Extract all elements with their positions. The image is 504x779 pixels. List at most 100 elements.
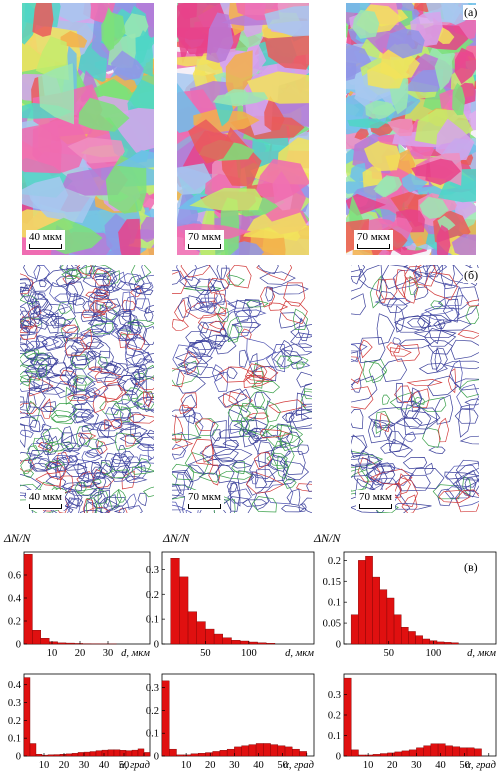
x-tick-label: 40: [435, 760, 446, 771]
y-tick-label: 0.6: [8, 571, 21, 582]
histogram-bar: [379, 589, 388, 645]
y-tick-label: 0.1: [328, 731, 341, 742]
histogram-bar: [83, 751, 91, 757]
histogram-bar: [248, 744, 257, 757]
x-axis-label: d, мкм: [121, 648, 150, 659]
x-tick-label: 30: [411, 760, 422, 771]
scale-bar-line: [29, 504, 63, 509]
histogram-bar: [107, 749, 115, 757]
y-tick-label: 0: [154, 752, 159, 763]
histogram-bar: [443, 642, 452, 645]
x-tick-label: 100: [241, 648, 257, 659]
y-tick-label: 0.2: [328, 556, 341, 567]
histogram-bar: [351, 749, 359, 757]
histogram-bar: [95, 750, 103, 757]
histogram-bar: [408, 749, 417, 757]
histogram-bar: [270, 744, 279, 757]
grain-boundary-map-1: [20, 265, 154, 513]
histogram-grain-size-2: 0 0.1 0.2 0.3 50 100 d, мкм: [146, 548, 320, 666]
x-tick-label: 20: [387, 760, 398, 771]
histogram-bar: [131, 749, 139, 757]
x-tick-label: 30: [103, 648, 114, 659]
histogram-bar: [430, 743, 439, 757]
plot-frame: [343, 673, 497, 757]
scale-bar-a2: 70 мкм: [185, 230, 225, 250]
histogram-misorientation-2: 0 0.1 0.2 0.3 10 20 30 40 50 α, град: [146, 670, 320, 778]
histogram-bar: [196, 621, 206, 645]
y-tick-label: 0: [336, 752, 341, 763]
histogram-bar: [187, 611, 197, 645]
histogram-bar: [466, 747, 475, 757]
x-tick-label: 10: [39, 760, 50, 771]
histogram-bar: [343, 677, 352, 757]
histogram-bar: [239, 640, 250, 645]
scale-bar-b1: 40 мкм: [26, 490, 66, 510]
panel-label-b: (б): [463, 268, 480, 283]
scale-bar-caption: 40 мкм: [29, 231, 63, 243]
y-tick-label: 0: [16, 640, 21, 651]
histogram-bar: [451, 642, 459, 645]
scale-bar-caption: 70 мкм: [188, 491, 222, 503]
histogram-bar: [365, 555, 373, 645]
scale-bar-line: [357, 244, 391, 249]
histogram-bar: [32, 629, 42, 645]
y-tick-label: 0.2: [8, 716, 21, 727]
y-tick-label: 0.3: [146, 683, 159, 694]
histogram-bar: [372, 576, 380, 645]
histogram-bar: [387, 752, 395, 757]
y-tick-label: 0: [336, 640, 341, 651]
histogram-bar: [74, 643, 84, 645]
y-axis-label-1: ΔN/N: [4, 531, 31, 545]
scale-bar-a1: 40 мкм: [26, 230, 66, 250]
y-tick-label: 0.15: [323, 577, 341, 588]
histogram-bar: [65, 642, 75, 645]
histogram-bar: [358, 560, 366, 645]
y-tick-label: 0.2: [146, 706, 159, 717]
histogram-bar: [190, 753, 199, 757]
x-tick-label: 10: [47, 648, 58, 659]
histogram-bar: [416, 747, 424, 757]
panel-label-a: (а): [463, 5, 479, 20]
histogram-bar: [415, 635, 423, 645]
histogram-bar: [125, 750, 133, 757]
histogram-bar: [213, 633, 224, 645]
x-axis-label: α, град: [283, 760, 314, 771]
histogram-bar: [408, 631, 416, 645]
y-tick-label: 0.1: [328, 598, 341, 609]
ebsd-orientation-map-3: [346, 3, 476, 255]
histogram-bar: [372, 754, 381, 757]
scale-bar-line: [359, 504, 393, 509]
y-tick-label: 0.1: [146, 729, 159, 740]
y-axis-label-2: ΔN/N: [163, 531, 190, 545]
histogram-bar: [101, 749, 109, 757]
y-tick-label: 0.3: [8, 698, 21, 709]
scale-bar-line: [188, 504, 222, 509]
x-tick-label: 30: [79, 760, 90, 771]
histogram-bar: [49, 641, 58, 645]
histogram-bar: [53, 754, 61, 757]
x-tick-label: 40: [99, 760, 110, 771]
x-axis-label: α, град: [119, 760, 150, 771]
y-tick-label: 0.3: [328, 690, 341, 701]
y-tick-label: 0.1: [8, 734, 21, 745]
y-tick-label: 0.4: [8, 594, 22, 605]
histogram-bar: [234, 746, 242, 757]
y-tick-label: 0.1: [146, 615, 159, 626]
ebsd-orientation-map-1: [22, 3, 154, 255]
scale-bar-a3: 70 мкм: [354, 230, 394, 250]
histogram-bar: [401, 750, 410, 757]
plot-frame: [23, 673, 151, 757]
histogram-grain-size-1: 0 0.2 0.4 0.6 10 20 30 d, мкм: [0, 548, 160, 666]
histogram-grain-size-3: 0 0.05 0.1 0.15 0.2 50 100 d, мкм: [310, 548, 500, 666]
histogram-bar: [197, 753, 206, 757]
histogram-bar: [241, 745, 250, 757]
histogram-bar: [65, 753, 73, 757]
histogram-bar: [161, 680, 170, 757]
histogram-bar: [170, 558, 180, 645]
histogram-bar: [226, 748, 235, 757]
histogram-bar: [365, 754, 374, 757]
x-axis-label: d, мкм: [285, 648, 314, 659]
scale-bar-line: [188, 244, 222, 249]
histogram-bar: [40, 638, 50, 645]
y-tick-label: 0.2: [146, 590, 159, 601]
